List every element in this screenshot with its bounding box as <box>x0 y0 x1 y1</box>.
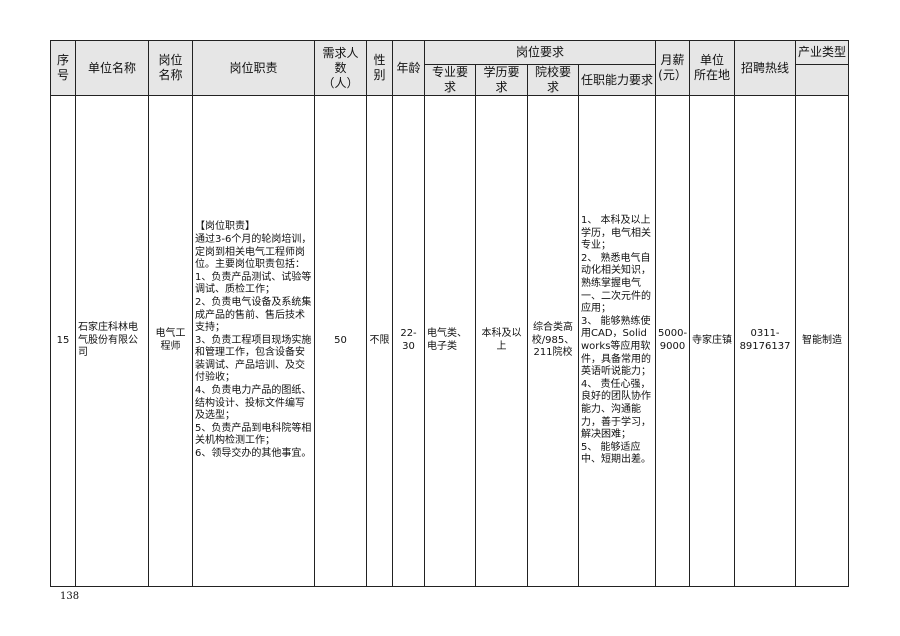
cell-age: 22-30 <box>392 95 425 587</box>
cell-company: 石家庄科林电气股份有限公司 <box>75 95 149 587</box>
header-seq: 序号 <box>50 40 76 96</box>
header-headcount: 需求人数 （人） <box>314 40 367 96</box>
header-requirements: 岗位要求 <box>423 40 657 65</box>
cell-school: 综合类高校/985、211院校 <box>527 95 579 587</box>
header-duties: 岗位职责 <box>192 40 315 96</box>
header-age: 年龄 <box>392 40 425 96</box>
cell-duties: 【岗位职责】 通过3-6个月的轮岗培训，定岗到相关电气工程师岗位。主要岗位职责包… <box>192 95 315 587</box>
header-salary: 月薪 (元） <box>655 40 691 96</box>
header-gender: 性 别 <box>366 40 393 96</box>
cell-gender: 不限 <box>366 95 393 587</box>
cell-industry: 智能制造 <box>795 95 850 587</box>
header-industry-blank <box>795 64 850 96</box>
header-company: 单位名称 <box>75 40 149 96</box>
header-industry: 产业类型 <box>795 40 850 65</box>
table-row: 15 石家庄科林电气股份有限公司 电气工程师 【岗位职责】 通过3-6个月的轮岗… <box>50 95 850 587</box>
header-school: 院校要求 <box>527 64 579 96</box>
job-table: 序号 单位名称 岗位 名称 岗位职责 需求人数 （人） 性 别 年龄 岗位要求 … <box>50 40 850 587</box>
header-major: 专业要求 <box>424 64 476 96</box>
page-number: 138 <box>60 591 80 602</box>
cell-major: 电气类、电子类 <box>424 95 476 587</box>
cell-salary: 5000-9000 <box>655 95 691 587</box>
header-education: 学历要求 <box>475 64 528 96</box>
cell-position: 电气工程师 <box>148 95 193 587</box>
header-location: 单位 所在地 <box>689 40 736 96</box>
header-ability: 任职能力要求 <box>577 64 657 96</box>
cell-ability: 1、 本科及以上学历，电气相关专业； 2、 熟悉电气自动化相关知识，熟练掌握电气… <box>577 95 657 587</box>
cell-headcount: 50 <box>314 95 367 587</box>
cell-education: 本科及以上 <box>475 95 528 587</box>
cell-hotline: 0311-89176137 <box>734 95 797 587</box>
cell-seq: 15 <box>50 95 76 587</box>
cell-location: 寺家庄镇 <box>689 95 736 587</box>
header-hotline: 招聘热线 <box>734 40 797 96</box>
header-position: 岗位 名称 <box>148 40 193 96</box>
